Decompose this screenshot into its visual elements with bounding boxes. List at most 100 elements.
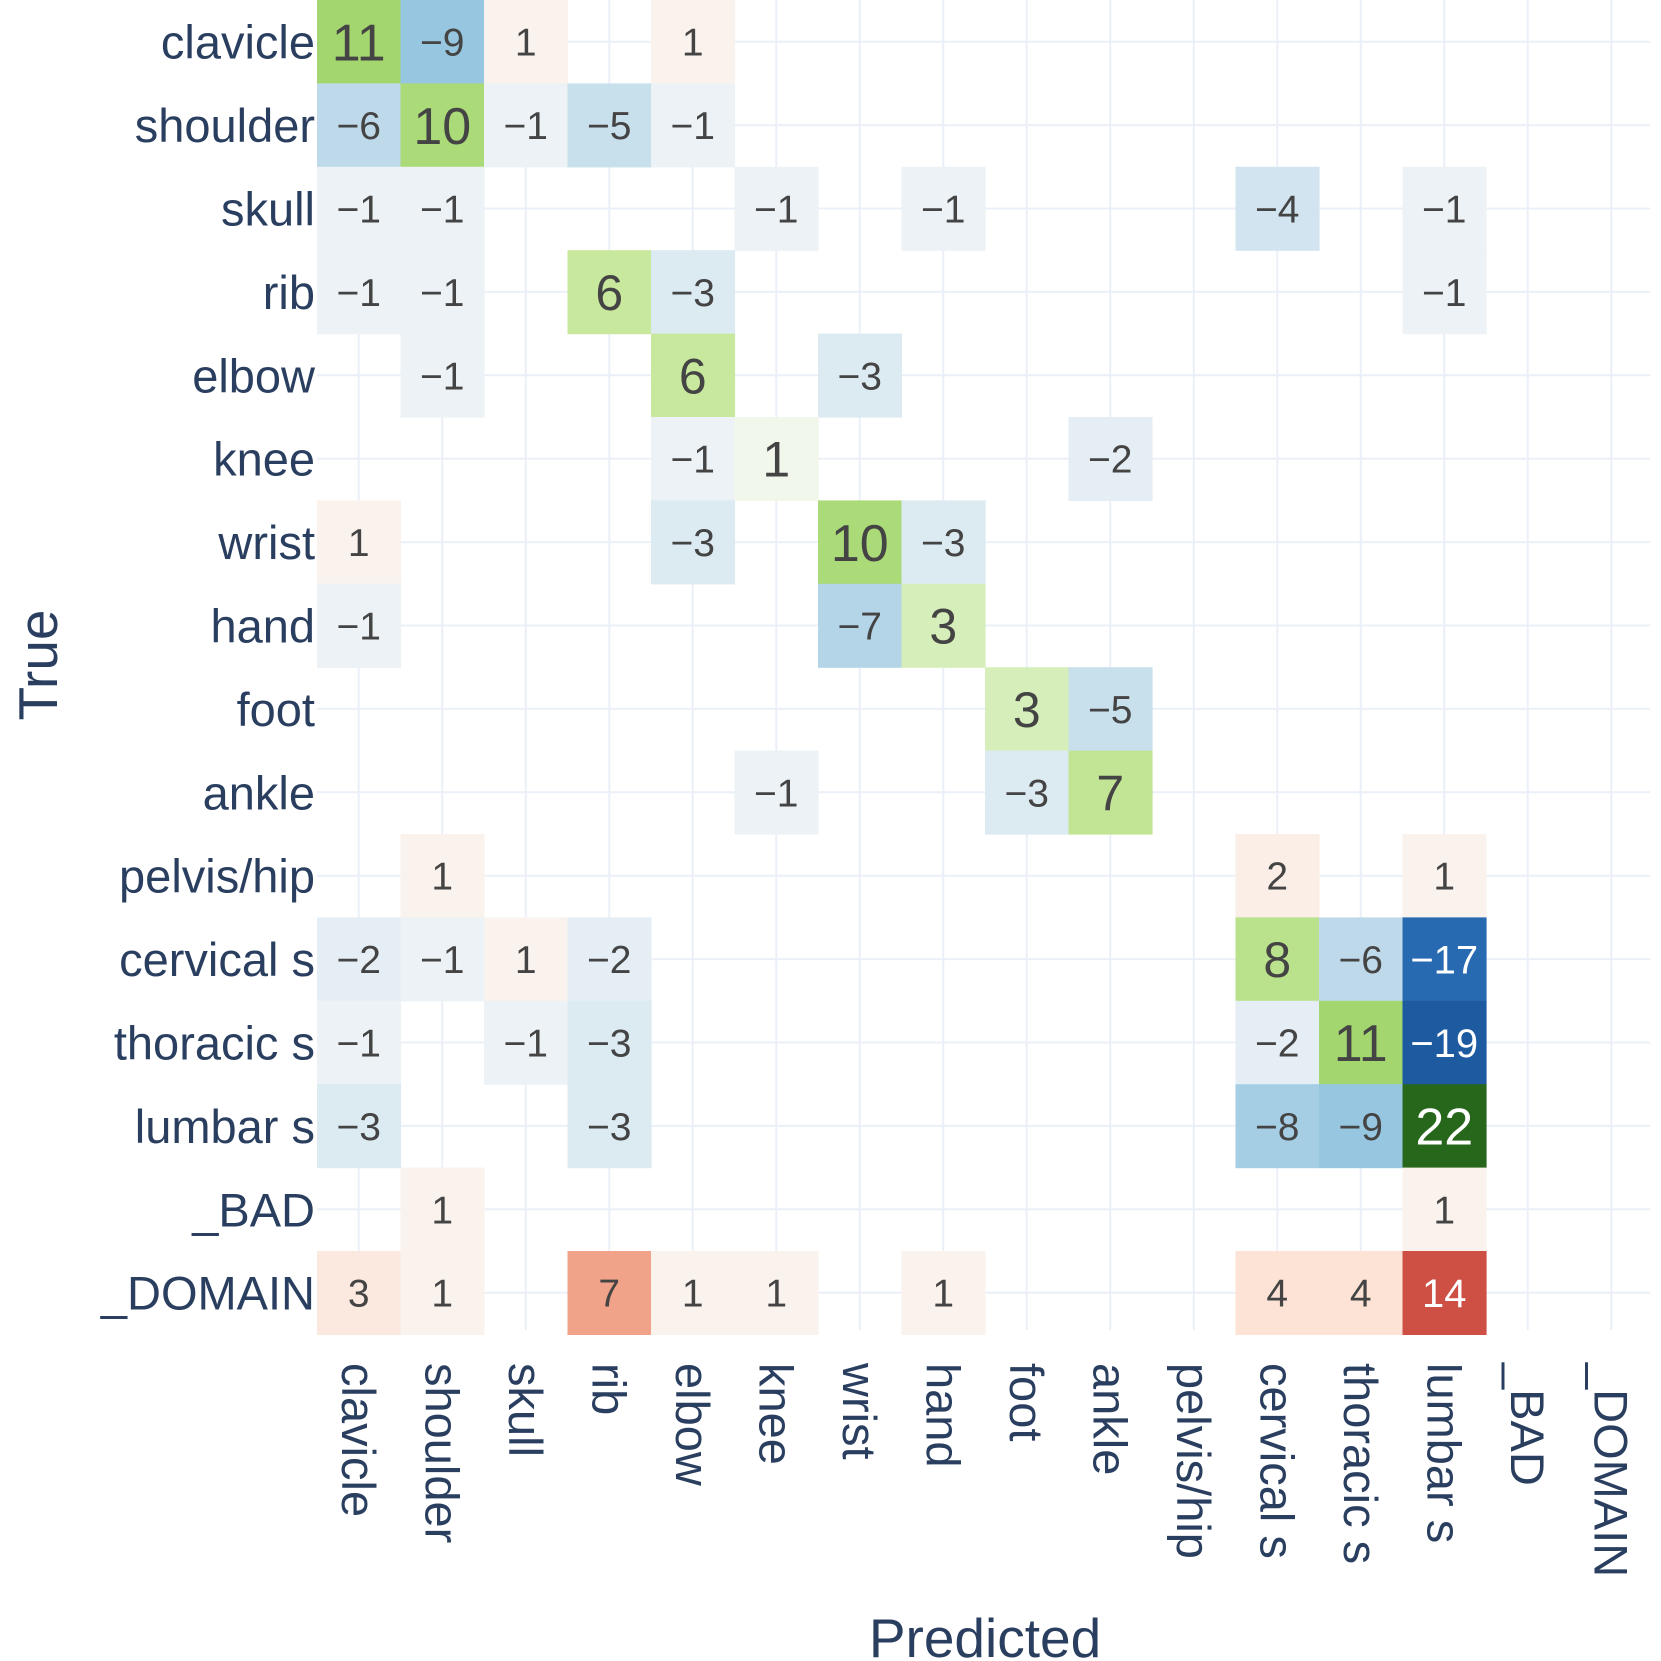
cell-value-label: 3 bbox=[348, 1273, 370, 1316]
y-tick-label: _BAD bbox=[191, 1183, 315, 1236]
cell-value-label: −2 bbox=[337, 939, 381, 982]
heatmap-cell bbox=[400, 250, 485, 335]
heatmap-cell bbox=[1068, 417, 1153, 501]
cell-value-label: 11 bbox=[1334, 1015, 1388, 1073]
cell-value-label: −1 bbox=[671, 105, 715, 148]
cell-value-label: 1 bbox=[762, 432, 790, 488]
heatmap-cell bbox=[484, 917, 569, 1002]
cell-value-label: 1 bbox=[682, 1273, 704, 1316]
heatmap-cell bbox=[901, 166, 986, 251]
heatmap-cell bbox=[818, 500, 903, 585]
cell-value-label: 1 bbox=[765, 1273, 787, 1316]
cell-value-label: −1 bbox=[337, 272, 381, 315]
cell-value-label: −2 bbox=[587, 939, 631, 982]
cell-value-label: 3 bbox=[929, 599, 957, 655]
x-tick-label: _DOMAIN bbox=[1584, 1362, 1637, 1577]
heatmap-cell bbox=[567, 1251, 652, 1335]
cell-value-label: −1 bbox=[420, 272, 464, 315]
heatmap-cell bbox=[901, 500, 986, 585]
heatmap-cells: 11 −9 1 1−6 10 −1 −5 −1−1 −1 −1 −1 −4 −1−1 −1 6 −3 −1−1 6… bbox=[317, 0, 1487, 1335]
cell-value-label: −2 bbox=[1088, 439, 1132, 482]
x-tick-label: cervical s bbox=[1250, 1363, 1303, 1559]
cell-value-label: −3 bbox=[1005, 772, 1049, 815]
cell-value-label: 10 bbox=[831, 515, 889, 573]
heatmap-cell bbox=[1402, 834, 1487, 918]
x-tick-label: pelvis/hip bbox=[1167, 1363, 1220, 1559]
cell-value-label: 1 bbox=[431, 1189, 453, 1232]
cell-value-label: −7 bbox=[838, 606, 882, 649]
x-tick-label: elbow bbox=[666, 1363, 719, 1487]
heatmap-cell bbox=[567, 917, 652, 1002]
heatmap-cell bbox=[1402, 1084, 1487, 1169]
y-tick-label: wrist bbox=[217, 516, 315, 569]
heatmap-cell bbox=[567, 1000, 652, 1085]
heatmap-cell bbox=[1235, 834, 1320, 918]
heatmap-cell bbox=[317, 83, 402, 168]
heatmap-cell bbox=[317, 1084, 402, 1169]
y-tick-label: thoracic s bbox=[114, 1017, 315, 1070]
x-tick-label: foot bbox=[1000, 1363, 1053, 1441]
y-tick-label: shoulder bbox=[135, 99, 315, 152]
heatmap-cell bbox=[1402, 166, 1487, 251]
heatmap-cell bbox=[901, 1251, 986, 1335]
heatmap-cell bbox=[1402, 1000, 1487, 1085]
heatmap-cell bbox=[400, 917, 485, 1002]
heatmap-cell bbox=[985, 750, 1070, 835]
heatmap-cell bbox=[400, 1251, 485, 1335]
heatmap-cell bbox=[1402, 1167, 1487, 1252]
heatmap-cell bbox=[317, 250, 402, 335]
cell-value-label: −3 bbox=[921, 522, 965, 565]
y-tick-label: rib bbox=[263, 266, 315, 319]
heatmap-cell bbox=[400, 166, 485, 251]
cell-value-label: 1 bbox=[431, 856, 453, 899]
heatmap-cell bbox=[484, 83, 569, 168]
cell-value-label: −3 bbox=[587, 1106, 631, 1149]
x-tick-label: clavicle bbox=[332, 1363, 385, 1517]
cell-value-label: −1 bbox=[420, 189, 464, 232]
heatmap-cell bbox=[651, 500, 736, 585]
cell-value-label: 22 bbox=[1415, 1099, 1473, 1157]
heatmap-cell bbox=[400, 0, 485, 84]
y-tick-label: foot bbox=[237, 683, 315, 736]
heatmap-cell bbox=[818, 333, 903, 418]
heatmap-cell bbox=[1235, 1251, 1320, 1335]
cell-value-label: −8 bbox=[1255, 1106, 1299, 1149]
heatmap-cell bbox=[734, 166, 819, 251]
cell-value-label: 1 bbox=[515, 939, 537, 982]
heatmap-cell bbox=[567, 83, 652, 168]
heatmap-cell bbox=[651, 250, 736, 335]
cell-value-label: −1 bbox=[671, 439, 715, 482]
heatmap-cell bbox=[567, 1084, 652, 1169]
cell-value-label: 1 bbox=[431, 1273, 453, 1316]
cell-value-label: 4 bbox=[1350, 1273, 1372, 1316]
cell-value-label: −1 bbox=[754, 189, 798, 232]
heatmap-cell bbox=[1402, 250, 1487, 335]
y-tick-label: elbow bbox=[192, 349, 316, 402]
x-tick-label: _BAD bbox=[1501, 1362, 1554, 1486]
x-tick-label: rib bbox=[582, 1363, 635, 1415]
heatmap-cell bbox=[651, 417, 736, 501]
heatmap-cell bbox=[1319, 1000, 1404, 1085]
cell-value-label: −1 bbox=[504, 1023, 548, 1066]
cell-value-label: −3 bbox=[838, 355, 882, 398]
heatmap-cell bbox=[1235, 166, 1320, 251]
heatmap-cell bbox=[400, 1167, 485, 1252]
heatmap-cell bbox=[400, 333, 485, 418]
x-tick-label: shoulder bbox=[415, 1363, 468, 1543]
y-tick-label: pelvis/hip bbox=[119, 850, 315, 903]
heatmap-cell bbox=[400, 83, 485, 168]
cell-value-label: −5 bbox=[587, 105, 631, 148]
cell-value-label: −19 bbox=[1410, 1022, 1478, 1066]
cell-value-label: −6 bbox=[1339, 939, 1383, 982]
y-axis-title: True bbox=[7, 609, 69, 720]
heatmap-cell bbox=[484, 1000, 569, 1085]
x-tick-label: hand bbox=[916, 1363, 969, 1468]
cell-value-label: 1 bbox=[932, 1273, 954, 1316]
heatmap-cell bbox=[1319, 917, 1404, 1002]
heatmap-cell bbox=[317, 583, 402, 668]
heatmap-cell bbox=[317, 917, 402, 1002]
cell-value-label: −1 bbox=[337, 606, 381, 649]
cell-value-label: −17 bbox=[1410, 939, 1478, 983]
heatmap-cell bbox=[317, 166, 402, 251]
